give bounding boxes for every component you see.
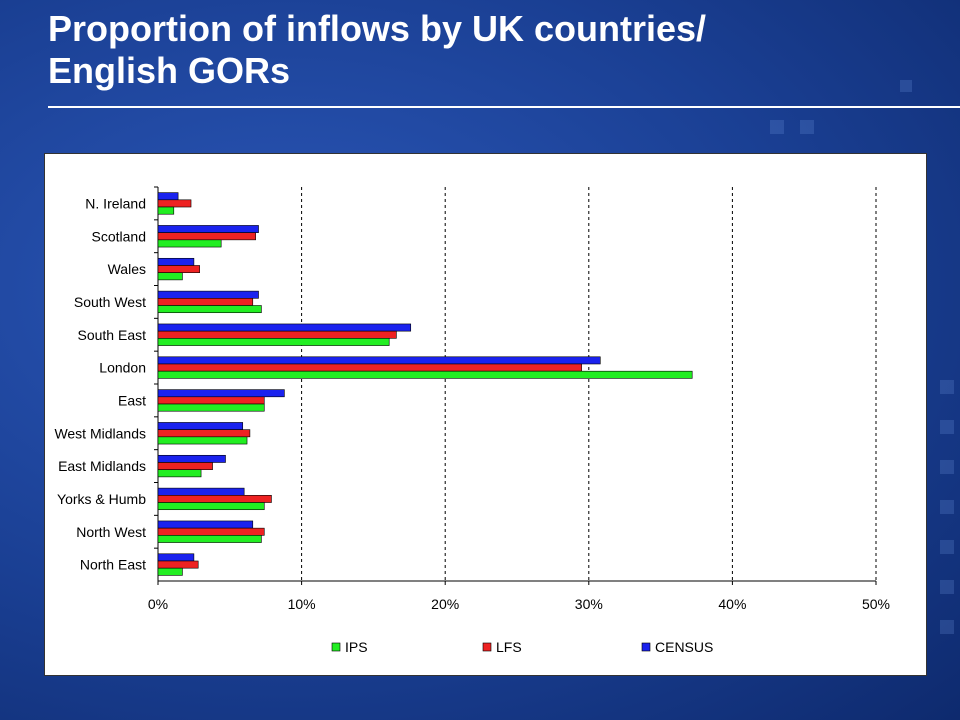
x-tick-label: 20% <box>431 596 459 612</box>
bar-lfs <box>157 495 272 503</box>
category-label: N. Ireland <box>85 195 146 211</box>
bar-lfs <box>157 265 200 273</box>
bar-lfs <box>157 396 265 405</box>
x-tick-label: 0% <box>148 596 168 612</box>
category-label: East <box>118 392 146 408</box>
category-label: East Midlands <box>58 458 146 474</box>
bar-ips <box>157 567 183 576</box>
legend-label: CENSUS <box>655 639 713 655</box>
x-tick-label: 40% <box>718 596 746 612</box>
bar-lfs <box>157 363 582 372</box>
x-tick-label: 50% <box>862 596 890 612</box>
slide-title: Proportion of inflows by UK countries/ E… <box>48 8 908 92</box>
bar-ips <box>157 272 183 281</box>
category-label: Scotland <box>92 228 146 244</box>
bar-ips <box>157 502 265 511</box>
x-tick-label: 30% <box>575 596 603 612</box>
bar-ips <box>157 469 202 478</box>
category-label: Wales <box>108 261 146 277</box>
bar-lfs <box>157 199 192 208</box>
bar-census <box>157 356 601 365</box>
bar-ips <box>157 206 175 215</box>
category-label: North West <box>76 524 146 540</box>
bar-census <box>157 323 412 332</box>
category-label: London <box>99 360 146 376</box>
bar-census <box>157 192 179 201</box>
bar-lfs <box>157 462 213 470</box>
slide-title-line2: English GORs <box>48 50 291 91</box>
bar-census <box>157 290 259 299</box>
bar-census <box>157 257 195 266</box>
legend-swatch-ips <box>331 642 341 652</box>
slide-title-line1: Proportion of inflows by UK countries/ <box>48 8 707 49</box>
bar-lfs <box>157 527 265 536</box>
legend-label: IPS <box>345 639 368 655</box>
category-label: North East <box>80 557 146 573</box>
bar-lfs <box>157 298 254 306</box>
bar-census <box>157 389 285 398</box>
category-label: South West <box>74 294 146 310</box>
bar-lfs <box>157 232 256 241</box>
bar-ips <box>157 370 693 379</box>
bar-ips <box>157 338 390 346</box>
bar-census <box>157 422 244 430</box>
bar-census <box>157 454 226 463</box>
category-label: West Midlands <box>54 425 146 441</box>
title-divider <box>48 106 960 108</box>
bar-census <box>157 225 259 233</box>
chart-panel: 0% 10% 20% 30% 40% 50% N. Ireland Scotland Wales… <box>44 153 927 676</box>
bar-lfs <box>157 429 251 438</box>
category-label: South East <box>78 327 147 343</box>
bar-ips <box>157 436 248 445</box>
bar-census <box>157 487 245 496</box>
legend-swatch-census <box>641 642 651 652</box>
bar-ips <box>157 403 265 412</box>
bar-lfs <box>157 560 199 569</box>
bar-ips <box>157 239 222 248</box>
bar-census <box>157 520 254 529</box>
legend-swatch-lfs <box>482 642 492 652</box>
category-label: Yorks & Humb <box>57 491 146 507</box>
bar-chart: 0% 10% 20% 30% 40% 50% N. Ireland Scotland Wales… <box>54 186 890 655</box>
legend-label: LFS <box>496 639 522 655</box>
bar-census <box>157 553 195 562</box>
bar-ips <box>157 305 262 314</box>
bar-lfs <box>157 330 397 339</box>
x-tick-label: 10% <box>288 596 316 612</box>
bar-ips <box>157 535 262 543</box>
